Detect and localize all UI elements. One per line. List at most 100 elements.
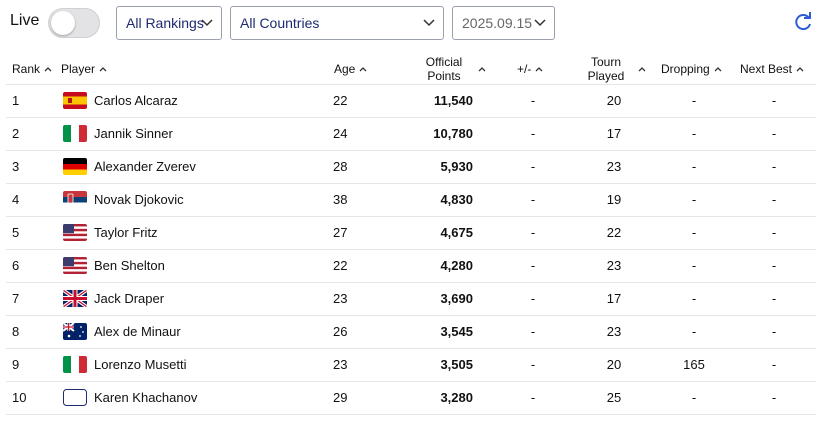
- table-cell: -: [771, 159, 777, 174]
- table-cell: 28: [333, 159, 348, 174]
- sort-caret: [359, 67, 367, 72]
- table-cell: 23: [333, 357, 348, 372]
- table-cell: Novak Djokovic: [94, 192, 184, 207]
- column-header[interactable]: Age: [334, 62, 367, 76]
- country-flag: [63, 257, 87, 274]
- table-cell: 3: [12, 159, 20, 174]
- row-divider: [6, 282, 816, 283]
- table-cell: 24: [333, 126, 348, 141]
- table-cell: -: [530, 126, 536, 141]
- table-cell: 17: [606, 291, 622, 306]
- table-cell: 20: [606, 357, 622, 372]
- table-cell: 7: [12, 291, 20, 306]
- column-header[interactable]: Next Best: [740, 62, 804, 76]
- table-cell: -: [771, 390, 777, 405]
- table-cell: 3,545: [440, 324, 473, 339]
- table-cell: -: [530, 225, 536, 240]
- table-cell: 3,505: [440, 357, 473, 372]
- table-cell: 4,830: [440, 192, 473, 207]
- live-label: Live: [10, 12, 40, 29]
- table-cell: -: [691, 159, 697, 174]
- table-cell: 26: [333, 324, 348, 339]
- table-cell: -: [771, 93, 777, 108]
- table-cell: 165: [683, 357, 705, 372]
- country-flag: [63, 125, 87, 142]
- rankings-select[interactable]: All Rankings: [116, 6, 222, 40]
- header-text: Dropping: [661, 62, 710, 76]
- table-cell: 9: [12, 357, 20, 372]
- date-select[interactable]: 2025.09.15: [452, 6, 555, 40]
- select-text: All Rankings: [126, 15, 204, 31]
- sort-caret: [796, 67, 804, 72]
- table-cell: 22: [333, 93, 348, 108]
- column-header[interactable]: Tourn Played: [578, 55, 646, 83]
- table-cell: 25: [606, 390, 622, 405]
- column-header[interactable]: Official Points: [414, 55, 486, 83]
- live-toggle[interactable]: [48, 8, 100, 38]
- table-cell: -: [530, 93, 536, 108]
- table-cell: -: [771, 126, 777, 141]
- table-cell: -: [691, 225, 697, 240]
- row-divider: [6, 183, 816, 184]
- country-flag: [63, 158, 87, 175]
- table-cell: -: [771, 291, 777, 306]
- table-cell: 20: [606, 93, 622, 108]
- sort-caret: [714, 67, 722, 72]
- table-cell: 3,690: [440, 291, 473, 306]
- table-cell: -: [691, 324, 697, 339]
- table-cell: -: [691, 192, 697, 207]
- column-header[interactable]: Rank: [12, 62, 52, 76]
- row-divider: [6, 414, 816, 415]
- table-cell: Ben Shelton: [94, 258, 165, 273]
- table-cell: -: [530, 192, 536, 207]
- table-cell: -: [771, 357, 777, 372]
- header-text: Tourn Played: [587, 55, 625, 83]
- table-cell: 5,930: [440, 159, 473, 174]
- table-cell: 22: [606, 225, 622, 240]
- row-divider: [6, 381, 816, 382]
- table-cell: Jannik Sinner: [94, 126, 173, 141]
- table-cell: Lorenzo Musetti: [94, 357, 187, 372]
- table-cell: 22: [333, 258, 348, 273]
- table-cell: 3,280: [440, 390, 473, 405]
- row-divider: [6, 117, 816, 118]
- table-cell: 4: [12, 192, 20, 207]
- table-cell: -: [771, 192, 777, 207]
- table-cell: 23: [606, 159, 622, 174]
- country-flag: [63, 323, 87, 340]
- table-cell: 17: [606, 126, 622, 141]
- row-divider: [6, 216, 816, 217]
- table-cell: -: [691, 291, 697, 306]
- table-cell: -: [771, 324, 777, 339]
- country-flag: [63, 191, 87, 208]
- countries-select[interactable]: All Countries: [230, 6, 444, 40]
- country-flag: [63, 290, 87, 307]
- table-cell: 19: [606, 192, 622, 207]
- country-flag: [63, 92, 87, 109]
- column-header[interactable]: Dropping: [661, 62, 722, 76]
- table-cell: Alex de Minaur: [94, 324, 181, 339]
- table-cell: 38: [333, 192, 348, 207]
- table-cell: 8: [12, 324, 20, 339]
- column-header[interactable]: Player: [61, 62, 107, 76]
- table-cell: -: [530, 159, 536, 174]
- table-cell: -: [691, 258, 697, 273]
- refresh-button[interactable]: [793, 12, 813, 32]
- table-cell: 10: [12, 390, 27, 405]
- row-divider: [6, 315, 816, 316]
- table-cell: -: [771, 225, 777, 240]
- table-cell: Jack Draper: [94, 291, 165, 306]
- column-header[interactable]: +/-: [517, 62, 543, 76]
- country-flag: [63, 389, 87, 406]
- header-text: Player: [61, 62, 96, 76]
- header-text: Age: [334, 62, 356, 76]
- row-divider: [6, 150, 816, 151]
- header-text: Rank: [12, 62, 41, 76]
- table-cell: -: [530, 390, 536, 405]
- table-cell: -: [530, 291, 536, 306]
- table-cell: -: [530, 258, 536, 273]
- table-cell: Carlos Alcaraz: [94, 93, 178, 108]
- table-cell: 5: [12, 225, 20, 240]
